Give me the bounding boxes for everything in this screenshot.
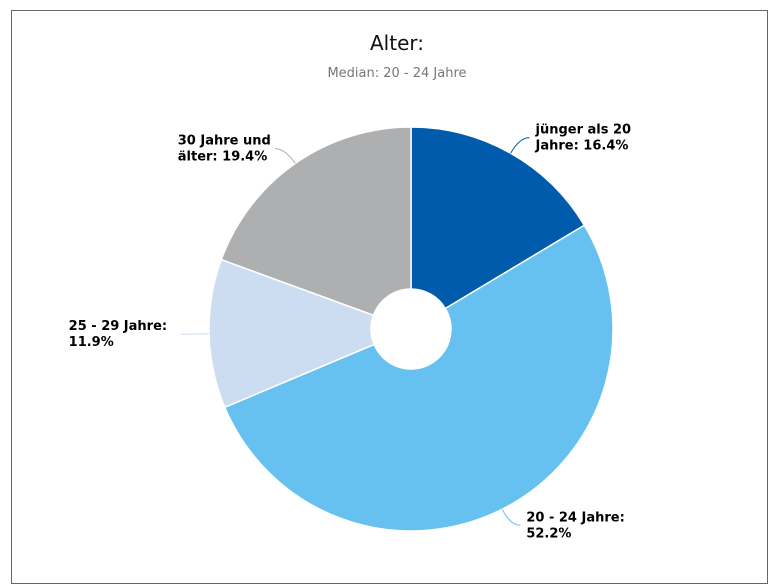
connector-30-jahre-und-älter — [274, 148, 296, 164]
slice-20-24-jahre[interactable] — [223, 224, 614, 532]
connector-jünger-als-20-jahre — [510, 137, 530, 154]
connector-20-24-jahre — [501, 509, 521, 526]
pie-slices — [208, 126, 614, 532]
label-25-29-jahre-line-1: 25 - 29 Jahre: — [69, 319, 167, 334]
chart-subtitle: Median: 20 - 24 Jahre — [327, 66, 466, 81]
label-20-24-jahre-line-1: 20 - 24 Jahre: — [526, 510, 624, 525]
slice-25-29-jahre[interactable] — [208, 258, 376, 409]
chart-title: Alter: — [370, 31, 424, 55]
label-25-29-jahre-line-2: 11.9% — [69, 335, 114, 350]
label-30-jahre-und-älter-line-1: 30 Jahre und — [178, 134, 271, 149]
label-connectors — [181, 137, 530, 526]
label-20-24-jahre-line-2: 52.2% — [526, 526, 571, 541]
label-jünger-als-20-jahre-line-1: jünger als 20 — [534, 123, 631, 138]
slice-30-jahre-und-älter[interactable] — [220, 126, 412, 317]
slice-jünger-als-20-jahre[interactable] — [410, 126, 586, 310]
label-jünger-als-20-jahre-line-2: Jahre: 16.4% — [534, 139, 628, 154]
label-30-jahre-und-älter-line-2: älter: 19.4% — [178, 150, 267, 165]
